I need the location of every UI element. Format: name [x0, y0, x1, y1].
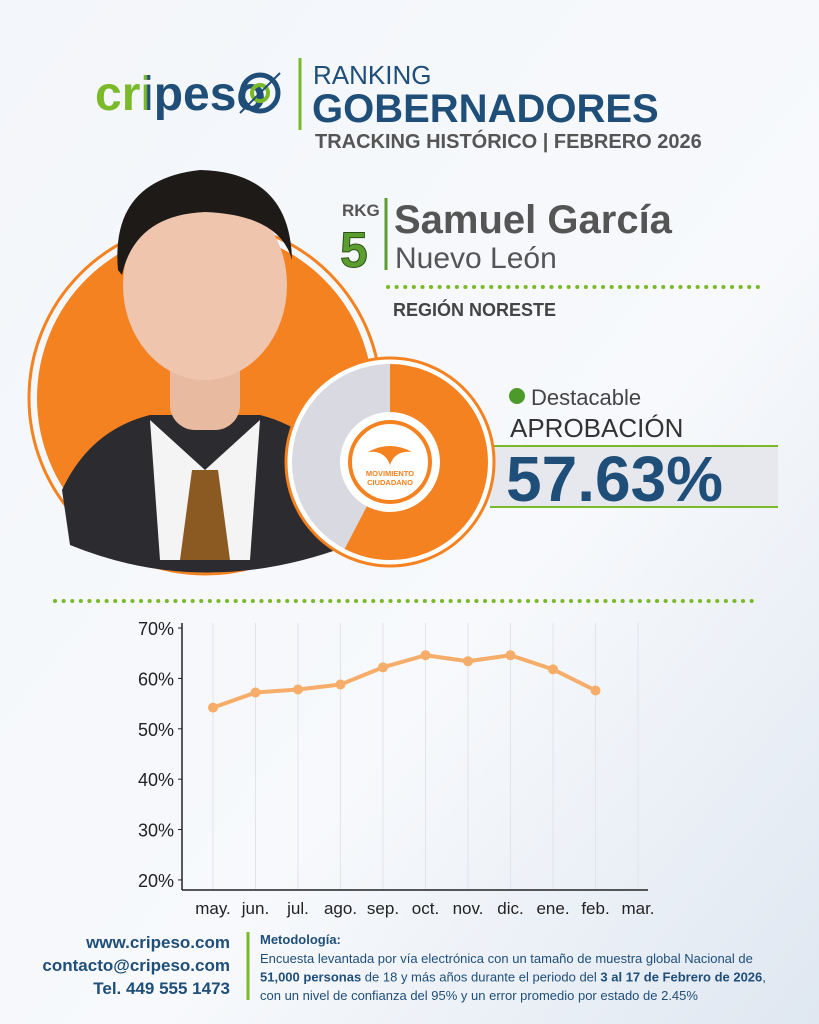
status-dot — [509, 388, 525, 404]
methodology-title: Metodología: — [260, 932, 341, 947]
data-point — [250, 687, 261, 698]
methodology-line: Encuesta levantada por vía electrónica c… — [260, 951, 753, 966]
x-tick-label: mar. — [621, 899, 654, 918]
x-tick-label: oct. — [412, 899, 439, 918]
region: REGIÓN NORESTE — [393, 299, 556, 320]
logo: cripeso — [95, 68, 266, 121]
x-tick-label: nov. — [453, 899, 484, 918]
x-tick-label: ene. — [536, 899, 569, 918]
methodology-text: 51,000 personas — [260, 970, 361, 985]
x-tick-label: ago. — [324, 899, 357, 918]
methodology-text: Encuesta levantada por vía electrónica c… — [260, 951, 753, 966]
data-point — [208, 702, 218, 713]
logo-target — [239, 72, 281, 114]
party-logo-bird — [368, 446, 412, 465]
y-tick-label: 40% — [138, 770, 174, 790]
y-tick-label: 50% — [138, 720, 174, 740]
y-tick-label: 30% — [138, 821, 174, 841]
methodology: Encuesta levantada por vía electrónica c… — [260, 951, 766, 1003]
y-tick-label: 70% — [138, 619, 174, 639]
data-point — [293, 684, 303, 695]
party-logo-ring — [348, 420, 432, 504]
data-point — [335, 679, 346, 690]
data-point — [505, 650, 516, 661]
line-series — [211, 653, 598, 710]
party-name: MOVIMIENTO — [366, 469, 414, 478]
rank-label: RKG — [342, 201, 380, 220]
y-tick-label: 60% — [138, 669, 174, 689]
data-point — [548, 664, 558, 675]
x-tick-label: sep. — [367, 899, 399, 918]
data-point — [420, 650, 431, 661]
name: Samuel García — [394, 198, 673, 242]
phone: Tel. 449 555 1473 — [93, 979, 230, 998]
approval-label: APROBACIÓN — [510, 413, 683, 443]
methodology-text: con un nivel de confianza del 95% y un e… — [260, 988, 698, 1003]
email: contacto@cripeso.com — [42, 956, 230, 975]
x-tick-label: feb. — [581, 899, 609, 918]
header-subtitle: TRACKING HISTÓRICO | FEBRERO 2026 — [315, 129, 702, 153]
x-tick-label: jul. — [286, 899, 309, 918]
y-tick-label: 20% — [138, 871, 174, 891]
data-point — [378, 662, 388, 673]
header-title: GOBERNADORES — [312, 87, 659, 131]
x-tick-label: jun. — [241, 899, 269, 918]
line-chart: may. jun. jul. ago. sep. oct. nov. dic. ene. feb.… — [138, 619, 655, 918]
party-name: CIUDADANO — [367, 478, 413, 487]
data-point — [463, 656, 473, 667]
approval-value: 57.63% — [506, 443, 723, 515]
approval-box — [490, 447, 778, 507]
donut-segment — [292, 364, 488, 560]
state: Nuevo León — [395, 242, 557, 275]
methodology-line: con un nivel de confianza del 95% y un e… — [260, 988, 698, 1003]
rank: 5 — [340, 222, 368, 278]
data-point — [590, 685, 601, 696]
methodology-text: , — [762, 970, 766, 985]
header-kicker: RANKING — [313, 60, 431, 90]
methodology-text: 3 al 17 de Febrero de 2026 — [600, 970, 762, 985]
status: Destacable — [531, 385, 641, 410]
website: www.cripeso.com — [85, 933, 230, 952]
x-tick-label: may. — [195, 899, 231, 918]
x-tick-label: dic. — [497, 899, 523, 918]
methodology-text: de 18 y más años durante el periodo del — [361, 970, 600, 985]
methodology-line: 51,000 personas de 18 y más años durante… — [260, 970, 766, 985]
